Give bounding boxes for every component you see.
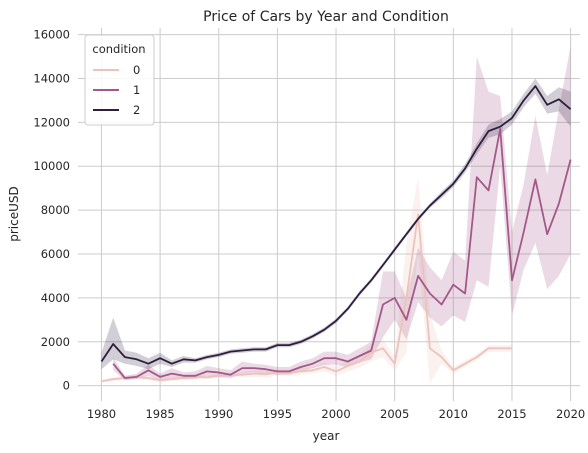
legend-box [84,34,155,126]
x-tick-label: 1980 [87,407,116,421]
y-tick-label: 14000 [33,71,70,85]
x-tick-label: 2005 [380,407,409,421]
legend-label-0: 0 [133,63,140,77]
chart-title: Price of Cars by Year and Condition [203,9,449,25]
line-condition-0 [101,213,512,383]
legend: condition 0 1 2 [84,34,155,126]
x-tick-label: 1985 [145,407,174,421]
x-tick-label: 2010 [439,407,468,421]
grid [78,28,580,401]
plot-area [78,28,580,401]
y-tick-label: 0 [63,379,70,393]
x-tick-label: 1995 [263,407,292,421]
y-tick-label: 12000 [33,115,70,129]
x-tick-label: 2015 [497,407,526,421]
y-tick-label: 4000 [41,291,70,305]
y-tick-label: 8000 [41,203,70,217]
y-axis-label: priceUSD [7,186,21,242]
x-tick-label: 2020 [556,407,585,421]
y-tick-label: 6000 [41,247,70,261]
y-tick-labels: 0 2000 4000 6000 8000 10000 12000 14000 16000 [33,28,70,393]
band-condition-0 [101,177,512,384]
series-lines [100,85,572,383]
line-condition-2 [100,85,572,365]
band-condition-1 [113,45,571,381]
legend-title: condition [92,42,145,56]
line-condition-1 [112,127,572,379]
y-tick-label: 2000 [41,335,70,349]
x-tick-labels: 1980 1985 1990 1995 2000 2005 2010 2015 2020 [87,407,585,421]
y-tick-label: 16000 [33,28,70,42]
confidence-bands [101,45,571,384]
x-tick-label: 2000 [321,407,350,421]
legend-items: 0 1 2 [93,63,140,117]
y-tick-label: 10000 [33,159,70,173]
legend-label-2: 2 [133,103,140,117]
x-axis-label: year [313,429,340,443]
x-tick-label: 1990 [204,407,233,421]
legend-label-1: 1 [133,83,140,97]
